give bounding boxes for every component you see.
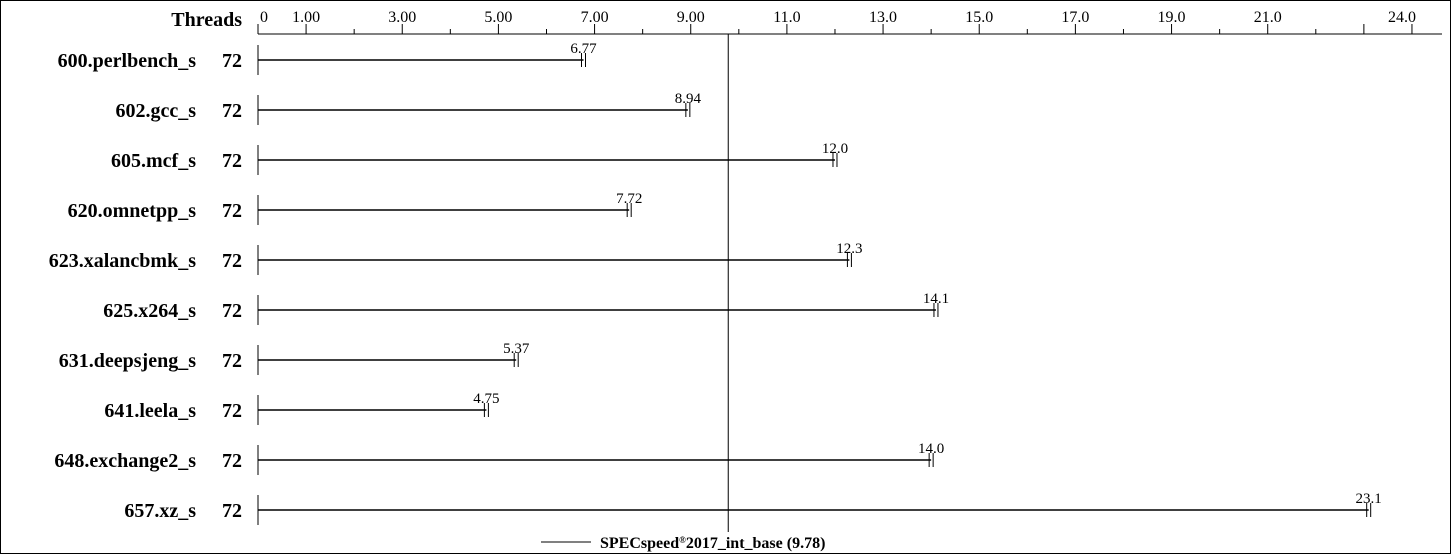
value-label: 12.0 xyxy=(822,141,848,157)
benchmark-name: 641.leela_s xyxy=(104,400,196,422)
threads-value: 72 xyxy=(222,200,242,222)
benchmark-name: 631.deepsjeng_s xyxy=(59,350,196,372)
benchmark-name: 620.omnetpp_s xyxy=(68,200,197,222)
value-label: 7.72 xyxy=(616,191,642,207)
benchmark-row: 620.omnetpp_s 72 7.72 xyxy=(68,191,642,225)
benchmark-name: 602.gcc_s xyxy=(115,100,196,122)
x-tick-label: 11.0 xyxy=(773,9,800,26)
benchmark-row: 602.gcc_s 72 8.94 xyxy=(115,91,701,125)
threads-value: 72 xyxy=(222,150,242,172)
benchmark-name: 657.xz_s xyxy=(124,500,196,522)
threads-value: 72 xyxy=(222,400,242,422)
value-label: 14.1 xyxy=(923,291,949,307)
threads-column-header: Threads xyxy=(171,9,242,31)
benchmark-name: 600.perlbench_s xyxy=(58,50,197,72)
x-tick-label: 13.0 xyxy=(869,9,897,26)
benchmark-name: 625.x264_s xyxy=(103,300,196,322)
legend-label: SPECspeed®2017_int_base (9.78) xyxy=(600,535,825,552)
x-tick-label: 24.0 xyxy=(1388,9,1416,26)
x-tick-label: 5.00 xyxy=(484,9,512,26)
threads-value: 72 xyxy=(222,250,242,272)
x-tick-label: 0 xyxy=(260,9,268,26)
benchmark-row: 605.mcf_s 72 12.0 xyxy=(111,141,848,175)
value-label: 5.37 xyxy=(503,341,530,357)
x-tick-label: 19.0 xyxy=(1158,9,1186,26)
value-label: 6.77 xyxy=(570,41,597,57)
benchmark-row: 657.xz_s 72 23.1 xyxy=(124,491,1382,525)
benchmark-name: 605.mcf_s xyxy=(111,150,196,172)
benchmark-row: 600.perlbench_s 72 6.77 xyxy=(58,41,597,75)
x-tick-label: 7.00 xyxy=(581,9,609,26)
x-axis: 0 1.00 3.00 5.00 7.00 9.00 11.0 13.0 15.0 17.0 19.… xyxy=(257,9,1442,35)
x-tick-label: 9.00 xyxy=(677,9,705,26)
value-label: 8.94 xyxy=(675,91,702,107)
x-tick-label: 17.0 xyxy=(1061,9,1089,26)
x-tick-label: 1.00 xyxy=(292,9,320,26)
threads-value: 72 xyxy=(222,450,242,472)
benchmark-rows: 600.perlbench_s 72 6.77 602.gcc_s 72 8.94 605.… xyxy=(49,41,1382,525)
threads-value: 72 xyxy=(222,500,242,522)
value-label: 12.3 xyxy=(836,241,862,257)
benchmark-name: 623.xalancbmk_s xyxy=(49,250,196,272)
value-label: 23.1 xyxy=(1356,491,1382,507)
benchmark-name: 648.exchange2_s xyxy=(54,450,196,472)
benchmark-row: 625.x264_s 72 14.1 xyxy=(103,291,949,325)
threads-value: 72 xyxy=(222,300,242,322)
x-tick-label: 15.0 xyxy=(965,9,993,26)
benchmark-row: 641.leela_s 72 4.75 xyxy=(104,391,500,425)
x-tick-label: 21.0 xyxy=(1254,9,1282,26)
threads-value: 72 xyxy=(222,50,242,72)
benchmark-row: 623.xalancbmk_s 72 12.3 xyxy=(49,241,863,275)
legend: SPECspeed®2017_int_base (9.78) xyxy=(541,535,825,552)
threads-value: 72 xyxy=(222,350,242,372)
benchmark-row: 631.deepsjeng_s 72 5.37 xyxy=(59,341,530,375)
x-tick-label: 3.00 xyxy=(388,9,416,26)
benchmark-row: 648.exchange2_s 72 14.0 xyxy=(54,441,944,475)
threads-value: 72 xyxy=(222,100,242,122)
value-label: 14.0 xyxy=(918,441,944,457)
value-label: 4.75 xyxy=(473,391,499,407)
